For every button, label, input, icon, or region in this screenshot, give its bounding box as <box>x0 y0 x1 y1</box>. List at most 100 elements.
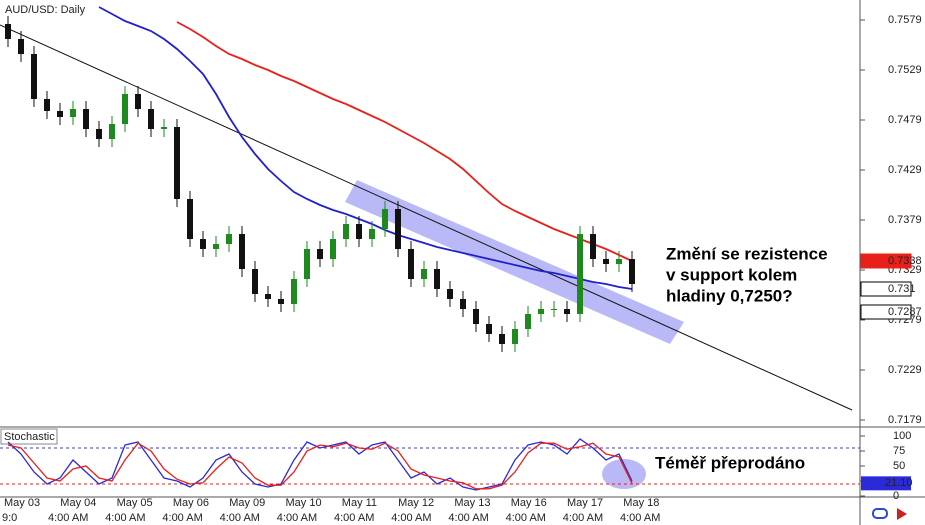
x-time-label: 4:00 AM <box>48 512 88 524</box>
y-tick-label: 0.7229 <box>888 364 922 376</box>
stoch-tick-label: 75 <box>893 445 905 457</box>
chart-title: AUD/USD: Daily <box>5 4 86 16</box>
candle-body <box>356 224 362 239</box>
candle-body <box>421 269 427 279</box>
link-icon[interactable] <box>872 508 888 519</box>
arrow-icon[interactable] <box>897 508 907 520</box>
candle-body <box>551 309 557 310</box>
moving-average <box>98 6 633 290</box>
price-tag-label: 0.731 <box>888 283 916 295</box>
candle-body <box>83 109 89 129</box>
candle-body <box>460 299 466 309</box>
candle-body <box>304 249 310 279</box>
candle-body <box>486 324 492 334</box>
candle-body <box>265 294 271 299</box>
annotation-line: v support kolem <box>666 265 797 284</box>
candle-body <box>148 109 154 129</box>
stoch-tag-label: 21.10 <box>885 477 913 489</box>
x-date-label: May 05 <box>117 497 153 509</box>
candle-body <box>226 234 232 244</box>
x-date-label: May 18 <box>623 497 659 509</box>
y-tick-label: 0.7579 <box>888 14 922 26</box>
price-tag <box>860 304 912 320</box>
x-date-label: May 10 <box>286 497 322 509</box>
candle-body <box>187 199 193 239</box>
x-date-label: May 11 <box>342 497 377 509</box>
x-date-label: May 12 <box>398 497 434 509</box>
x-date-label: May 13 <box>454 497 490 509</box>
candle-body <box>252 269 258 294</box>
candle-body <box>5 24 11 39</box>
candle-body <box>590 234 596 259</box>
x-time-label: 4:00 AM <box>277 512 317 524</box>
candle-body <box>109 124 115 139</box>
x-date-label: May 06 <box>173 497 209 509</box>
candle-body <box>512 329 518 344</box>
candle-body <box>174 127 180 199</box>
stoch-annotation: Téměř přeprodáno <box>655 453 805 472</box>
candle-body <box>122 94 128 124</box>
x-date-label: May 09 <box>229 497 265 509</box>
stoch-tag <box>861 476 911 491</box>
x-time-label: 4:00 AM <box>448 512 488 524</box>
candle-body <box>577 234 583 314</box>
x-date-label: May 17 <box>567 497 603 509</box>
y-tick-label: 0.7429 <box>888 164 922 176</box>
y-tick-label: 0.7379 <box>888 214 922 226</box>
candle-body <box>278 299 284 304</box>
candle-body <box>96 129 102 139</box>
candle-body <box>369 229 375 239</box>
candle-body <box>408 249 414 279</box>
candle-body <box>343 224 349 239</box>
x-date-label: May 16 <box>511 497 547 509</box>
candle-body <box>473 309 479 324</box>
candle-body <box>239 234 245 269</box>
candle-body <box>447 289 453 299</box>
y-tick-label: 0.7529 <box>888 64 922 76</box>
channel <box>345 180 684 344</box>
candle-body <box>317 249 323 259</box>
candle-body <box>161 127 167 129</box>
stoch-title-box <box>0 428 58 445</box>
stoch-tick-label: 0 <box>893 490 899 502</box>
stoch-tick-label: 100 <box>893 430 911 442</box>
x-time-label: 4:00 AM <box>334 512 374 524</box>
candle-body <box>291 279 297 304</box>
x-time-label: 4:00 AM <box>162 512 202 524</box>
price-tag <box>860 253 912 269</box>
candle-body <box>434 269 440 289</box>
price-tag-label: 0.7338 <box>888 255 922 267</box>
candle-body <box>57 111 63 117</box>
candle-body <box>564 309 570 314</box>
stoch-line <box>7 442 633 490</box>
x-time-label: 4:00 AM <box>105 512 145 524</box>
candle-body <box>499 334 505 344</box>
oversold-highlight <box>602 459 646 489</box>
candle-body <box>525 314 531 329</box>
price-tag <box>860 281 912 297</box>
candle-body <box>629 259 635 284</box>
candle-body <box>200 239 206 249</box>
moving-average <box>176 21 633 262</box>
candle-body <box>538 309 544 314</box>
candle-body <box>603 259 609 264</box>
x-date-label: May 03 <box>4 497 40 509</box>
stoch-tick-label: 50 <box>893 460 905 472</box>
x-date-label: May 04 <box>60 497 96 509</box>
link-icon-shape[interactable] <box>872 508 888 519</box>
y-tick-label: 0.7179 <box>888 414 922 426</box>
trendline <box>0 24 853 411</box>
price-tag-label: 0.7287 <box>888 306 922 318</box>
x-time-label: 4:00 AM <box>391 512 431 524</box>
x-time-label: 4:00 AM <box>506 512 546 524</box>
x-time-label: 4:00 AM <box>620 512 660 524</box>
candle-body <box>70 109 76 117</box>
candle-body <box>18 39 24 54</box>
y-tick-label: 0.7479 <box>888 114 922 126</box>
annotation-line: hladiny 0,7250? <box>666 286 793 305</box>
annotation-line: Změní se rezistence <box>666 244 828 263</box>
candle-body <box>330 239 336 259</box>
x-time-label: 4:00 AM <box>220 512 260 524</box>
